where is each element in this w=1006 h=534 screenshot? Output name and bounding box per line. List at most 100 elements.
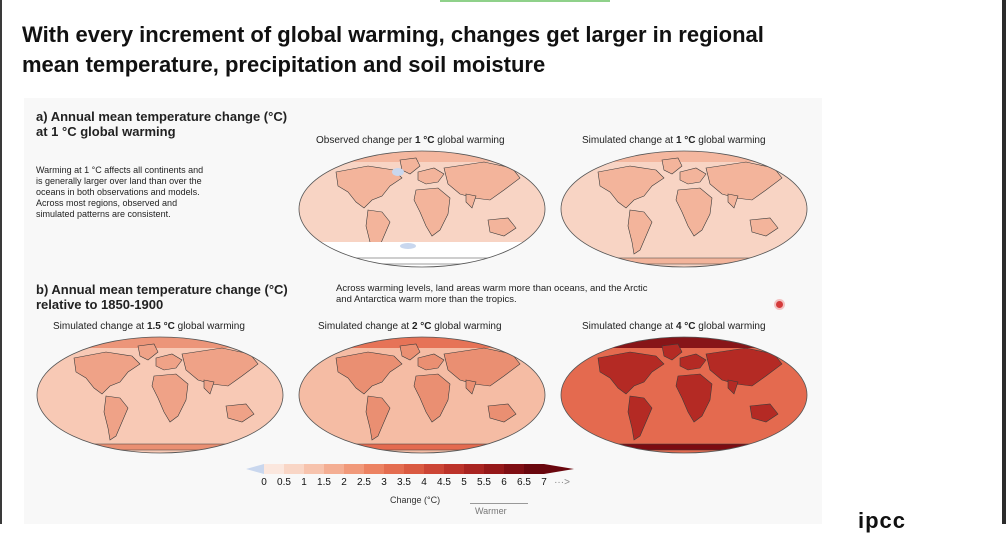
continent-asia	[705, 347, 783, 387]
world-map	[560, 150, 808, 268]
colorbar	[246, 462, 606, 481]
continent-australia	[487, 403, 517, 423]
section-a-title-line2: at 1 °C global warming	[36, 124, 176, 139]
colorbar-tick-label: 3.5	[397, 477, 411, 488]
continent-greenland	[399, 157, 421, 175]
map-caption-observed-1c: Observed change per 1 °C global warming	[316, 135, 505, 146]
map-1-5c	[36, 336, 284, 454]
window-right-edge	[1002, 0, 1006, 524]
description-line: Warming at 1 °C affects all continents a…	[36, 165, 204, 175]
map-outline	[298, 336, 546, 454]
continent-europe	[417, 353, 445, 371]
colorbar-max-triangle	[544, 464, 574, 474]
continent-asia	[181, 347, 259, 387]
continent-africa	[675, 373, 713, 423]
continent-greenland	[137, 343, 159, 361]
continent-india	[465, 193, 477, 209]
warmer-arrow-line	[470, 503, 528, 504]
continent-india	[727, 193, 739, 209]
recording-indicator	[776, 301, 783, 308]
arctic-band	[561, 151, 807, 162]
colorbar-segment	[384, 464, 404, 474]
continent-asia	[443, 161, 521, 201]
continent-south-america	[365, 395, 391, 441]
colorbar-segment	[284, 464, 304, 474]
continent-asia	[705, 161, 783, 201]
map-outline	[36, 336, 284, 454]
continent-north-america	[597, 165, 665, 209]
colorbar-tick-label: 6	[501, 477, 507, 488]
continent-australia	[225, 403, 255, 423]
description-line: oceans in both observations and models.	[36, 187, 200, 197]
continent-australia	[749, 217, 779, 237]
colorbar-tick-label: 1.5	[317, 477, 331, 488]
colorbar-tick-label: 5.5	[477, 477, 491, 488]
colorbar-tick-label: 4.5	[437, 477, 451, 488]
caption-text: global warming	[695, 135, 766, 146]
colorbar-tick-label: 7	[541, 477, 547, 488]
map-observed-1c	[298, 150, 546, 268]
section-b-title: b) Annual mean temperature change (°C) r…	[36, 282, 288, 312]
map-outline	[560, 336, 808, 454]
caption-level: 2 °C	[411, 321, 432, 332]
caption-text: global warming	[174, 321, 245, 332]
continent-africa	[413, 187, 451, 237]
section-b-title-line1: b) Annual mean temperature change (°C)	[36, 282, 288, 297]
arctic-band	[561, 337, 807, 348]
caption-level: 4 °C	[675, 321, 696, 332]
continent-greenland	[399, 343, 421, 361]
cooling-patch	[392, 168, 404, 176]
map-4c	[560, 336, 808, 454]
world-map	[298, 150, 546, 268]
continent-north-america	[335, 351, 403, 395]
colorbar-segment	[444, 464, 464, 474]
colorbar-tick-label: 1	[301, 477, 307, 488]
arctic-band	[299, 337, 545, 348]
caption-text: Simulated change at	[582, 135, 676, 146]
section-a-title: a) Annual mean temperature change (°C) a…	[36, 109, 287, 139]
continent-north-america	[597, 351, 665, 395]
window-left-edge	[0, 0, 2, 524]
colorbar-segment	[344, 464, 364, 474]
caption-text: Simulated change at	[53, 321, 147, 332]
continent-africa	[151, 373, 189, 423]
colorbar-arrow: ···>	[554, 477, 570, 488]
continent-australia	[487, 217, 517, 237]
map-outline	[560, 150, 808, 268]
map-caption-simulated-1c: Simulated change at 1 °C global warming	[582, 135, 766, 146]
colorbar-tick-label: 5	[461, 477, 467, 488]
caption-text: global warming	[431, 321, 502, 332]
caption-level: 1.5 °C	[146, 321, 175, 332]
description-line: is generally larger over land than over …	[36, 176, 202, 186]
top-highlight-bar	[440, 0, 610, 2]
colorbar-tick-label: 0.5	[277, 477, 291, 488]
map-caption-4c: Simulated change at 4 °C global warming	[582, 321, 766, 332]
note-line: Across warming levels, land areas warm m…	[336, 283, 648, 294]
colorbar-tick-label: 3	[381, 477, 387, 488]
ipcc-logo: ipcc	[858, 508, 907, 533]
colorbar-segment	[364, 464, 384, 474]
colorbar-segment	[464, 464, 484, 474]
colorbar-unit-label: Change (°C)	[390, 495, 441, 505]
colorbar-segment	[324, 464, 344, 474]
caption-text: global warming	[695, 321, 766, 332]
continent-south-america	[627, 209, 653, 255]
continent-south-america	[103, 395, 129, 441]
continent-africa	[675, 187, 713, 237]
arctic-band	[37, 337, 283, 348]
caption-text: Observed change per	[316, 135, 415, 146]
continent-india	[465, 379, 477, 395]
description-line: simulated patterns are consistent.	[36, 209, 171, 219]
continent-asia	[443, 347, 521, 387]
slide-title: With every increment of global warming, …	[22, 22, 764, 77]
map-caption-1-5c: Simulated change at 1.5 °C global warmin…	[53, 321, 245, 332]
colorbar-tick-label: 2	[341, 477, 347, 488]
colorbar-segment	[524, 464, 544, 474]
section-b-title-line2: relative to 1850-1900	[36, 297, 164, 312]
caption-text: global warming	[434, 135, 505, 146]
continent-europe	[679, 167, 707, 185]
world-map	[560, 336, 808, 454]
colorbar-segment	[424, 464, 444, 474]
continent-south-america	[627, 395, 653, 441]
map-2c	[298, 336, 546, 454]
